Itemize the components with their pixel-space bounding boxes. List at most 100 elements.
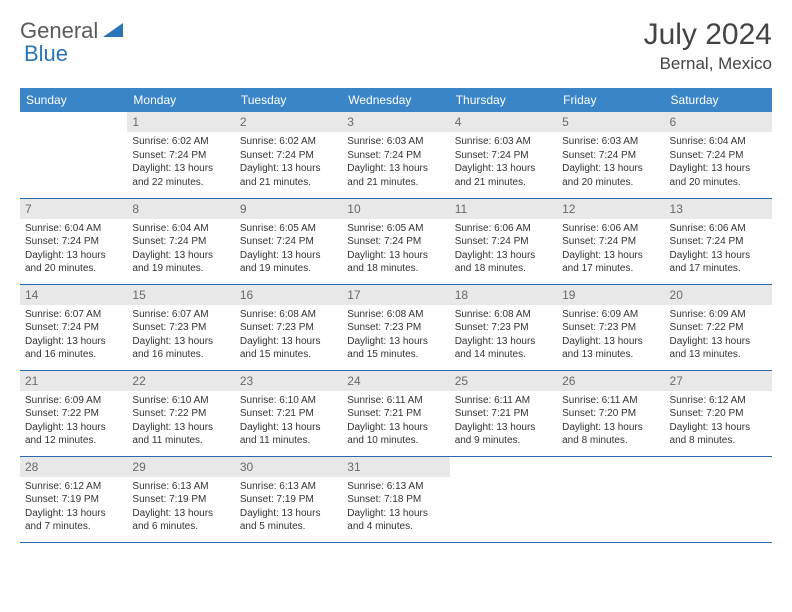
day-number: 9 bbox=[235, 199, 342, 219]
calendar-cell: 18Sunrise: 6:08 AMSunset: 7:23 PMDayligh… bbox=[450, 284, 557, 370]
calendar-cell: 12Sunrise: 6:06 AMSunset: 7:24 PMDayligh… bbox=[557, 198, 664, 284]
title-block: July 2024 Bernal, Mexico bbox=[644, 18, 772, 74]
day-body: Sunrise: 6:03 AMSunset: 7:24 PMDaylight:… bbox=[342, 132, 449, 193]
day-body: Sunrise: 6:13 AMSunset: 7:18 PMDaylight:… bbox=[342, 477, 449, 538]
calendar-cell: 15Sunrise: 6:07 AMSunset: 7:23 PMDayligh… bbox=[127, 284, 234, 370]
day-body: Sunrise: 6:11 AMSunset: 7:21 PMDaylight:… bbox=[450, 391, 557, 452]
logo-text-blue: Blue bbox=[24, 41, 68, 66]
day-body: Sunrise: 6:06 AMSunset: 7:24 PMDaylight:… bbox=[557, 219, 664, 280]
calendar-cell bbox=[665, 456, 772, 542]
calendar-week-row: 7Sunrise: 6:04 AMSunset: 7:24 PMDaylight… bbox=[20, 198, 772, 284]
day-body: Sunrise: 6:04 AMSunset: 7:24 PMDaylight:… bbox=[665, 132, 772, 193]
day-number: 15 bbox=[127, 285, 234, 305]
day-body: Sunrise: 6:09 AMSunset: 7:22 PMDaylight:… bbox=[20, 391, 127, 452]
calendar-cell: 4Sunrise: 6:03 AMSunset: 7:24 PMDaylight… bbox=[450, 112, 557, 198]
weekday-header: Monday bbox=[127, 88, 234, 112]
logo-triangle-icon bbox=[103, 21, 123, 42]
day-number: 22 bbox=[127, 371, 234, 391]
day-body: Sunrise: 6:08 AMSunset: 7:23 PMDaylight:… bbox=[235, 305, 342, 366]
day-number: 17 bbox=[342, 285, 449, 305]
calendar-cell bbox=[20, 112, 127, 198]
weekday-header: Wednesday bbox=[342, 88, 449, 112]
day-body: Sunrise: 6:10 AMSunset: 7:22 PMDaylight:… bbox=[127, 391, 234, 452]
calendar-cell: 8Sunrise: 6:04 AMSunset: 7:24 PMDaylight… bbox=[127, 198, 234, 284]
day-number: 24 bbox=[342, 371, 449, 391]
calendar-cell bbox=[450, 456, 557, 542]
day-body: Sunrise: 6:13 AMSunset: 7:19 PMDaylight:… bbox=[235, 477, 342, 538]
calendar-cell: 19Sunrise: 6:09 AMSunset: 7:23 PMDayligh… bbox=[557, 284, 664, 370]
calendar-cell: 1Sunrise: 6:02 AMSunset: 7:24 PMDaylight… bbox=[127, 112, 234, 198]
logo-line2: Blue bbox=[24, 41, 68, 67]
calendar-cell: 14Sunrise: 6:07 AMSunset: 7:24 PMDayligh… bbox=[20, 284, 127, 370]
day-number: 1 bbox=[127, 112, 234, 132]
weekday-header: Thursday bbox=[450, 88, 557, 112]
calendar-cell: 29Sunrise: 6:13 AMSunset: 7:19 PMDayligh… bbox=[127, 456, 234, 542]
day-number: 7 bbox=[20, 199, 127, 219]
calendar-cell: 27Sunrise: 6:12 AMSunset: 7:20 PMDayligh… bbox=[665, 370, 772, 456]
day-body: Sunrise: 6:04 AMSunset: 7:24 PMDaylight:… bbox=[20, 219, 127, 280]
day-number: 26 bbox=[557, 371, 664, 391]
calendar-cell: 17Sunrise: 6:08 AMSunset: 7:23 PMDayligh… bbox=[342, 284, 449, 370]
day-number: 31 bbox=[342, 457, 449, 477]
calendar-week-row: 28Sunrise: 6:12 AMSunset: 7:19 PMDayligh… bbox=[20, 456, 772, 542]
day-body: Sunrise: 6:07 AMSunset: 7:23 PMDaylight:… bbox=[127, 305, 234, 366]
day-number: 27 bbox=[665, 371, 772, 391]
day-body: Sunrise: 6:05 AMSunset: 7:24 PMDaylight:… bbox=[235, 219, 342, 280]
day-number: 28 bbox=[20, 457, 127, 477]
calendar-cell: 25Sunrise: 6:11 AMSunset: 7:21 PMDayligh… bbox=[450, 370, 557, 456]
day-number: 16 bbox=[235, 285, 342, 305]
day-number: 2 bbox=[235, 112, 342, 132]
calendar-cell: 5Sunrise: 6:03 AMSunset: 7:24 PMDaylight… bbox=[557, 112, 664, 198]
day-number: 19 bbox=[557, 285, 664, 305]
day-number: 12 bbox=[557, 199, 664, 219]
calendar-header-row: SundayMondayTuesdayWednesdayThursdayFrid… bbox=[20, 88, 772, 112]
location: Bernal, Mexico bbox=[644, 54, 772, 74]
day-body: Sunrise: 6:10 AMSunset: 7:21 PMDaylight:… bbox=[235, 391, 342, 452]
calendar-cell: 10Sunrise: 6:05 AMSunset: 7:24 PMDayligh… bbox=[342, 198, 449, 284]
day-body: Sunrise: 6:11 AMSunset: 7:21 PMDaylight:… bbox=[342, 391, 449, 452]
calendar-cell bbox=[557, 456, 664, 542]
calendar-cell: 30Sunrise: 6:13 AMSunset: 7:19 PMDayligh… bbox=[235, 456, 342, 542]
day-number: 6 bbox=[665, 112, 772, 132]
calendar-cell: 11Sunrise: 6:06 AMSunset: 7:24 PMDayligh… bbox=[450, 198, 557, 284]
calendar-cell: 6Sunrise: 6:04 AMSunset: 7:24 PMDaylight… bbox=[665, 112, 772, 198]
day-body: Sunrise: 6:12 AMSunset: 7:19 PMDaylight:… bbox=[20, 477, 127, 538]
day-body: Sunrise: 6:02 AMSunset: 7:24 PMDaylight:… bbox=[235, 132, 342, 193]
day-number: 3 bbox=[342, 112, 449, 132]
calendar-week-row: 21Sunrise: 6:09 AMSunset: 7:22 PMDayligh… bbox=[20, 370, 772, 456]
calendar-cell: 13Sunrise: 6:06 AMSunset: 7:24 PMDayligh… bbox=[665, 198, 772, 284]
day-body: Sunrise: 6:03 AMSunset: 7:24 PMDaylight:… bbox=[557, 132, 664, 193]
day-number: 11 bbox=[450, 199, 557, 219]
weekday-header: Sunday bbox=[20, 88, 127, 112]
day-body: Sunrise: 6:03 AMSunset: 7:24 PMDaylight:… bbox=[450, 132, 557, 193]
calendar-cell: 22Sunrise: 6:10 AMSunset: 7:22 PMDayligh… bbox=[127, 370, 234, 456]
calendar-cell: 21Sunrise: 6:09 AMSunset: 7:22 PMDayligh… bbox=[20, 370, 127, 456]
calendar-cell: 3Sunrise: 6:03 AMSunset: 7:24 PMDaylight… bbox=[342, 112, 449, 198]
day-number: 5 bbox=[557, 112, 664, 132]
day-number: 14 bbox=[20, 285, 127, 305]
day-body: Sunrise: 6:12 AMSunset: 7:20 PMDaylight:… bbox=[665, 391, 772, 452]
day-number: 25 bbox=[450, 371, 557, 391]
day-number: 23 bbox=[235, 371, 342, 391]
weekday-header: Friday bbox=[557, 88, 664, 112]
day-body: Sunrise: 6:07 AMSunset: 7:24 PMDaylight:… bbox=[20, 305, 127, 366]
calendar-week-row: 14Sunrise: 6:07 AMSunset: 7:24 PMDayligh… bbox=[20, 284, 772, 370]
calendar-cell: 24Sunrise: 6:11 AMSunset: 7:21 PMDayligh… bbox=[342, 370, 449, 456]
month-title: July 2024 bbox=[644, 18, 772, 52]
calendar-cell: 26Sunrise: 6:11 AMSunset: 7:20 PMDayligh… bbox=[557, 370, 664, 456]
day-number: 10 bbox=[342, 199, 449, 219]
calendar-cell: 28Sunrise: 6:12 AMSunset: 7:19 PMDayligh… bbox=[20, 456, 127, 542]
day-body: Sunrise: 6:08 AMSunset: 7:23 PMDaylight:… bbox=[342, 305, 449, 366]
day-body: Sunrise: 6:09 AMSunset: 7:23 PMDaylight:… bbox=[557, 305, 664, 366]
calendar-cell: 2Sunrise: 6:02 AMSunset: 7:24 PMDaylight… bbox=[235, 112, 342, 198]
day-body: Sunrise: 6:04 AMSunset: 7:24 PMDaylight:… bbox=[127, 219, 234, 280]
day-body: Sunrise: 6:06 AMSunset: 7:24 PMDaylight:… bbox=[450, 219, 557, 280]
day-number: 21 bbox=[20, 371, 127, 391]
calendar-cell: 31Sunrise: 6:13 AMSunset: 7:18 PMDayligh… bbox=[342, 456, 449, 542]
day-body: Sunrise: 6:05 AMSunset: 7:24 PMDaylight:… bbox=[342, 219, 449, 280]
day-number: 4 bbox=[450, 112, 557, 132]
day-number: 8 bbox=[127, 199, 234, 219]
calendar-cell: 7Sunrise: 6:04 AMSunset: 7:24 PMDaylight… bbox=[20, 198, 127, 284]
calendar-cell: 23Sunrise: 6:10 AMSunset: 7:21 PMDayligh… bbox=[235, 370, 342, 456]
calendar-cell: 9Sunrise: 6:05 AMSunset: 7:24 PMDaylight… bbox=[235, 198, 342, 284]
